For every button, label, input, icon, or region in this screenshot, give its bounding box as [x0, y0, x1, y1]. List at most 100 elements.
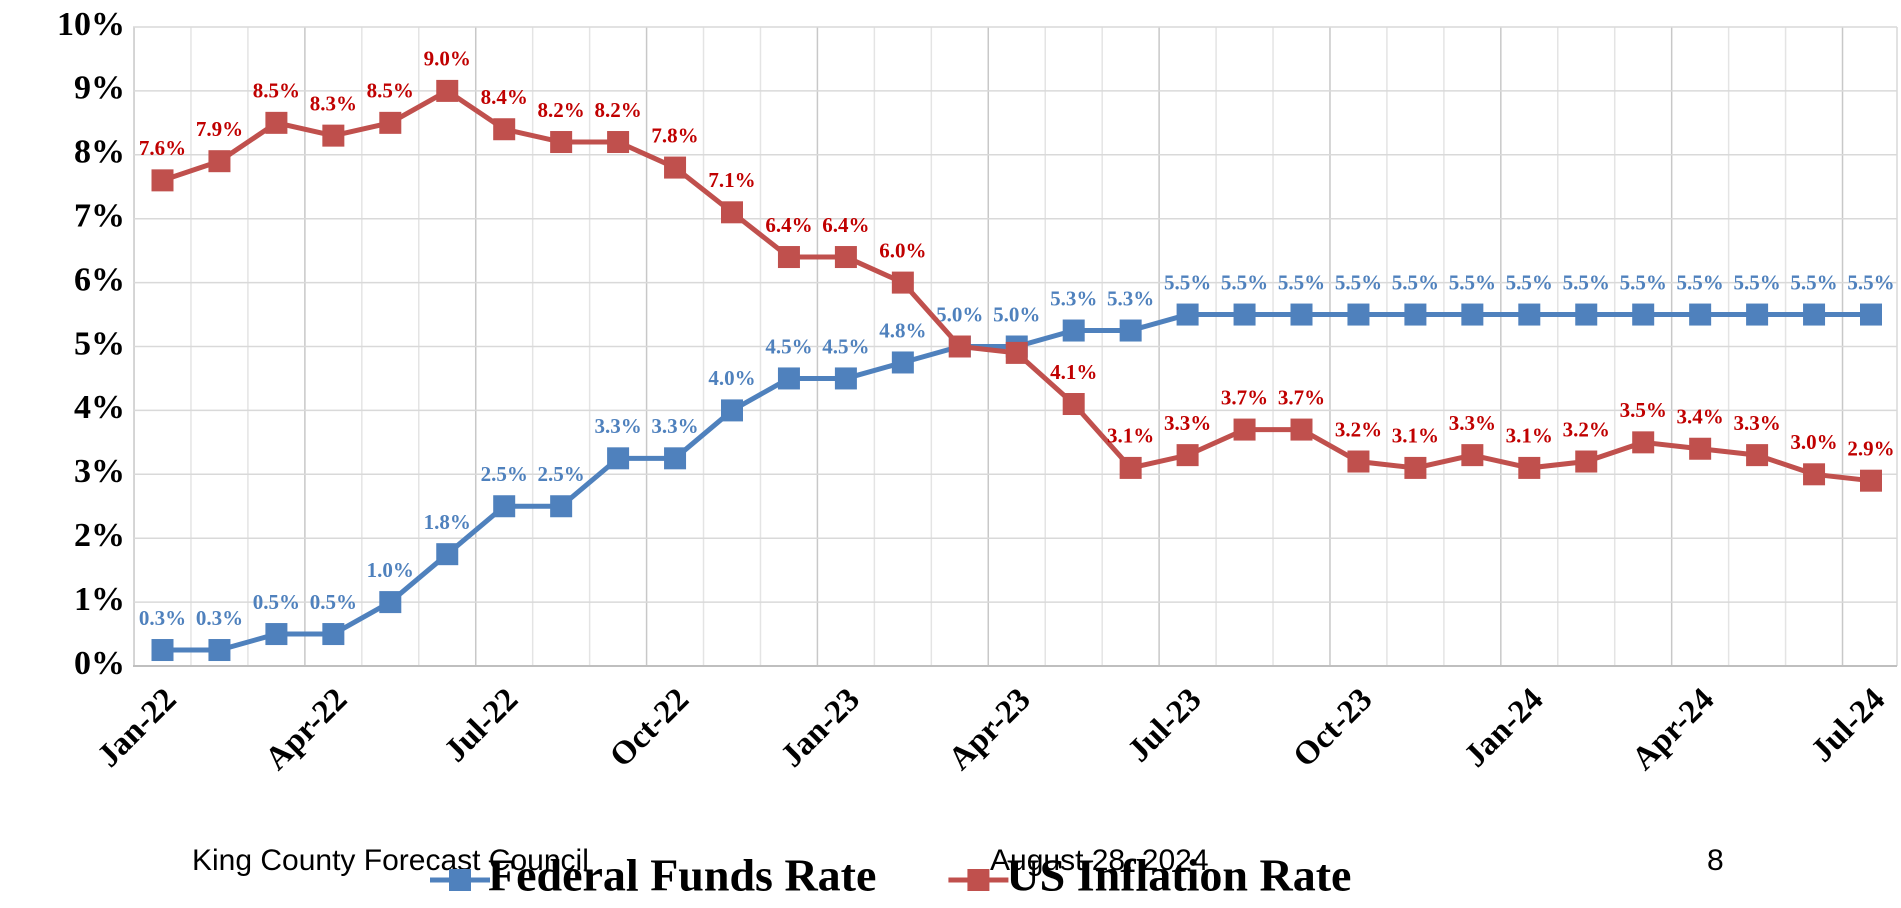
marker: [1860, 303, 1882, 326]
data-label: 5.5%: [1278, 270, 1325, 294]
data-label: 0.3%: [139, 606, 186, 630]
data-label: 3.1%: [1506, 424, 1553, 448]
marker: [834, 367, 857, 390]
data-label: 2.5%: [538, 462, 585, 486]
marker: [493, 118, 516, 141]
data-label: 3.0%: [1790, 430, 1837, 454]
marker: [721, 201, 743, 224]
marker: [1518, 456, 1541, 479]
y-tick-label: 4%: [74, 389, 125, 426]
data-label: 4.8%: [879, 318, 926, 342]
marker: [1233, 418, 1256, 441]
data-label: 8.4%: [481, 85, 528, 109]
marker: [1233, 303, 1256, 326]
data-label: 5.3%: [1050, 286, 1097, 310]
data-label: 2.9%: [1847, 437, 1894, 461]
data-label: 5.5%: [1335, 270, 1382, 294]
footer-left: King County Forecast Council: [192, 844, 589, 877]
data-label: 5.3%: [1107, 286, 1154, 310]
marker: [265, 111, 288, 134]
data-label: 0.5%: [310, 590, 357, 614]
footer-right: 8: [1707, 844, 1724, 877]
marker: [1176, 303, 1199, 326]
marker: [1119, 319, 1142, 342]
marker: [1632, 303, 1655, 326]
footer-center: August 28, 2024: [990, 844, 1209, 877]
marker: [550, 131, 573, 154]
marker: [1290, 303, 1313, 326]
marker: [607, 131, 630, 154]
data-label: 6.4%: [822, 213, 869, 237]
data-label: 7.1%: [708, 168, 755, 192]
marker: [550, 495, 573, 518]
data-label: 6.0%: [879, 238, 926, 262]
marker: [1689, 437, 1712, 460]
marker: [777, 367, 800, 390]
marker: [208, 639, 231, 662]
data-label: 3.3%: [594, 414, 641, 438]
marker: [664, 447, 687, 470]
marker: [1632, 431, 1655, 454]
data-label: 3.3%: [1449, 411, 1496, 435]
data-label: 0.5%: [253, 590, 300, 614]
marker: [948, 335, 971, 358]
marker: [493, 495, 516, 518]
data-label: 2.5%: [481, 462, 528, 486]
y-tick-label: 2%: [74, 517, 125, 554]
data-label: 0.3%: [196, 606, 243, 630]
data-label: 8.5%: [253, 79, 300, 103]
data-label: 8.2%: [538, 98, 585, 122]
marker: [1461, 303, 1484, 326]
data-label: 5.5%: [1790, 270, 1837, 294]
marker: [1404, 303, 1427, 326]
data-label: 5.5%: [1620, 270, 1667, 294]
data-label: 7.6%: [139, 136, 186, 160]
data-label: 3.4%: [1677, 405, 1724, 429]
plot: 0.3% 0.3% 0.5% 0.5% 1.0% 1.8% 2.5% 2.5% 3.3% 3.3%…: [139, 47, 1895, 662]
marker: [1575, 303, 1598, 326]
marker: [1404, 456, 1427, 479]
marker: [436, 79, 459, 102]
data-label: 4.5%: [765, 334, 812, 358]
marker: [1689, 303, 1712, 326]
marker: [834, 246, 857, 269]
marker: [1803, 463, 1826, 486]
data-label: 8.2%: [594, 98, 641, 122]
data-label: 5.5%: [1677, 270, 1724, 294]
data-label: 3.3%: [1164, 411, 1211, 435]
y-tick-label: 5%: [74, 325, 125, 362]
marker: [1176, 444, 1199, 467]
data-label: 3.3%: [1733, 411, 1780, 435]
marker: [436, 543, 459, 566]
marker: [1119, 456, 1142, 479]
legend-marker: [449, 869, 471, 891]
legend-label: Federal Funds Rate: [488, 850, 876, 901]
y-tick-label: 10%: [57, 6, 125, 43]
data-label: 5.0%: [936, 302, 983, 326]
marker: [265, 623, 288, 646]
y-tick-label: 1%: [74, 581, 125, 618]
data-label: 7.8%: [651, 123, 698, 147]
marker: [1005, 341, 1028, 364]
data-label: 4.1%: [1050, 360, 1097, 384]
marker: [721, 399, 743, 422]
marker: [1860, 469, 1882, 492]
marker: [151, 169, 174, 192]
marker: [891, 351, 914, 374]
data-label: 3.1%: [1392, 424, 1439, 448]
data-label: 4.5%: [822, 334, 869, 358]
data-label: 1.0%: [367, 558, 414, 582]
data-label: 3.7%: [1278, 385, 1325, 409]
data-label: 8.3%: [310, 91, 357, 115]
marker: [1062, 393, 1085, 416]
data-label: 5.0%: [993, 302, 1040, 326]
data-label: 5.5%: [1164, 270, 1211, 294]
data-label: 9.0%: [424, 47, 471, 71]
data-label: 1.8%: [424, 510, 471, 534]
data-label: 3.1%: [1107, 424, 1154, 448]
data-label: 7.9%: [196, 117, 243, 141]
data-label: 3.2%: [1563, 417, 1610, 441]
marker: [1290, 418, 1313, 441]
y-tick-label: 6%: [74, 261, 125, 298]
